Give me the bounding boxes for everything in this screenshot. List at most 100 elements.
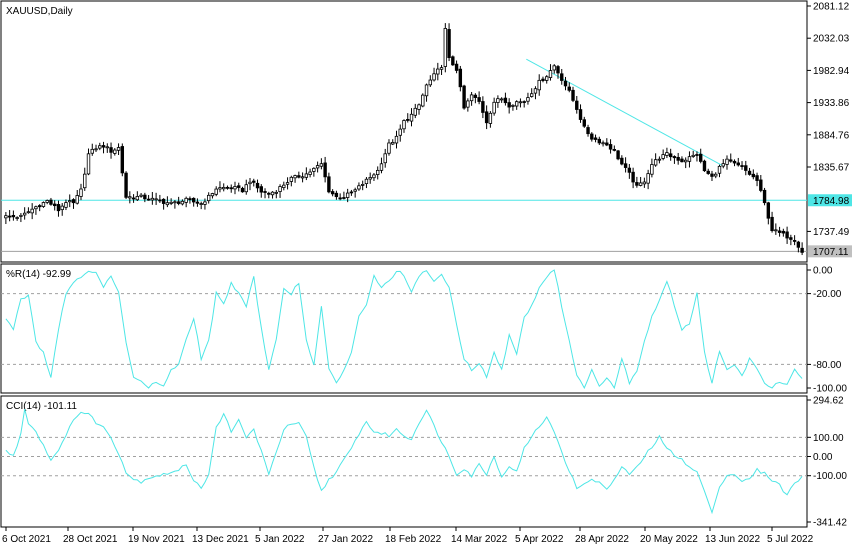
price-candle (139, 193, 143, 198)
candle-body (165, 202, 170, 206)
price-y-tick-label: 2081.12 (813, 2, 850, 13)
candle-body (71, 199, 76, 204)
price-candle (556, 65, 560, 79)
time-tick-label: 14 Mar 2022 (451, 534, 508, 545)
price-y-tick-label: 1884.76 (813, 130, 850, 141)
candle-body (353, 189, 357, 192)
price-candle (30, 203, 34, 220)
price-candle (116, 143, 121, 155)
price-candle (26, 207, 31, 214)
candle-body (436, 68, 440, 75)
candle-body (522, 101, 526, 103)
candle-body (94, 148, 98, 151)
price-candle (368, 172, 372, 184)
price-candle (79, 183, 83, 201)
price-candle (623, 157, 628, 173)
price-candle (466, 98, 470, 112)
candle-body (327, 176, 331, 193)
price-pane[interactable]: XAUUSD,Daily 2081.12 2032.03 1982.94 1933.8… (0, 0, 852, 263)
candle-body (650, 164, 654, 175)
candle-body (360, 184, 365, 186)
price-candle (71, 198, 76, 209)
price-candle (563, 76, 568, 91)
candle-body (672, 156, 677, 159)
candle-body (646, 173, 650, 184)
price-candle (203, 198, 207, 210)
price-y-tick-label: 2032.03 (813, 34, 850, 45)
price-candle (98, 142, 102, 151)
candle-body (623, 163, 628, 168)
price-candle (462, 84, 466, 110)
price-candle (672, 155, 677, 164)
candle-body (128, 196, 132, 199)
candle-body (68, 200, 72, 203)
price-candle (109, 142, 113, 159)
cci-y-axis: 294.62 100.00 0.00 -100.00 -341.42 (807, 396, 847, 529)
price-candle (499, 97, 504, 103)
candle-body (796, 241, 801, 248)
price-candle (128, 191, 132, 204)
candle-body (496, 98, 500, 103)
price-candle (22, 207, 27, 220)
candle-body (206, 194, 211, 202)
cci-pane[interactable]: CCI(14) -101.11 294.62 100.00 0.00 -100.00 -… (0, 395, 847, 529)
candle-body (458, 68, 463, 88)
price-candle (176, 196, 181, 206)
candle-body (481, 101, 485, 113)
price-candle (274, 190, 279, 199)
price-candle (567, 82, 571, 93)
candle-body (627, 167, 632, 173)
price-candle (458, 65, 463, 92)
candle-body (252, 180, 256, 183)
candle-body (37, 205, 42, 208)
price-candle (240, 186, 245, 193)
price-candle (49, 197, 53, 206)
price-candle (319, 158, 324, 170)
price-candle (165, 196, 170, 208)
candle-body (113, 149, 117, 154)
price-candle (545, 75, 549, 84)
price-candle (454, 60, 459, 74)
candle-body (695, 154, 699, 156)
candle-body (766, 202, 771, 219)
candle-body (556, 66, 560, 74)
candle-body (143, 194, 147, 200)
candle-body (755, 175, 759, 181)
candle-body (552, 65, 556, 71)
price-candle (120, 143, 125, 177)
candle-body (75, 195, 79, 204)
candle-body (304, 173, 309, 178)
candle-body (560, 73, 564, 81)
candle-body (274, 191, 279, 194)
candle-body (526, 97, 530, 102)
price-candle (578, 104, 583, 123)
candle-body (597, 138, 602, 144)
price-candle (173, 200, 177, 209)
price-candle (759, 174, 763, 193)
price-candle (691, 150, 695, 158)
price-candle (158, 194, 162, 203)
cci-y-tick-label: 294.62 (813, 396, 844, 407)
price-candle (575, 95, 579, 114)
price-candle (484, 105, 489, 130)
price-candle (428, 75, 432, 88)
candle-body (169, 201, 173, 204)
candle-body (774, 229, 778, 232)
price-candle (233, 181, 237, 195)
time-tick-label: 27 Jan 2022 (318, 534, 373, 545)
symbol-title: XAUUSD,Daily (6, 6, 73, 17)
candle-body (616, 150, 620, 160)
candle-body (372, 174, 376, 179)
candle-body (605, 142, 609, 146)
price-candle (206, 192, 211, 204)
price-candle (518, 98, 523, 108)
price-candle (481, 96, 485, 119)
time-tick-label: 28 Oct 2021 (63, 534, 118, 545)
candle-body (413, 107, 417, 116)
williams-r-pane[interactable]: %R(14) -92.99 0.00 -20.00 -80.00 -100.00 (0, 263, 847, 395)
candle-body (248, 181, 252, 185)
candle-body (781, 230, 786, 234)
last-price-badge (808, 245, 852, 258)
